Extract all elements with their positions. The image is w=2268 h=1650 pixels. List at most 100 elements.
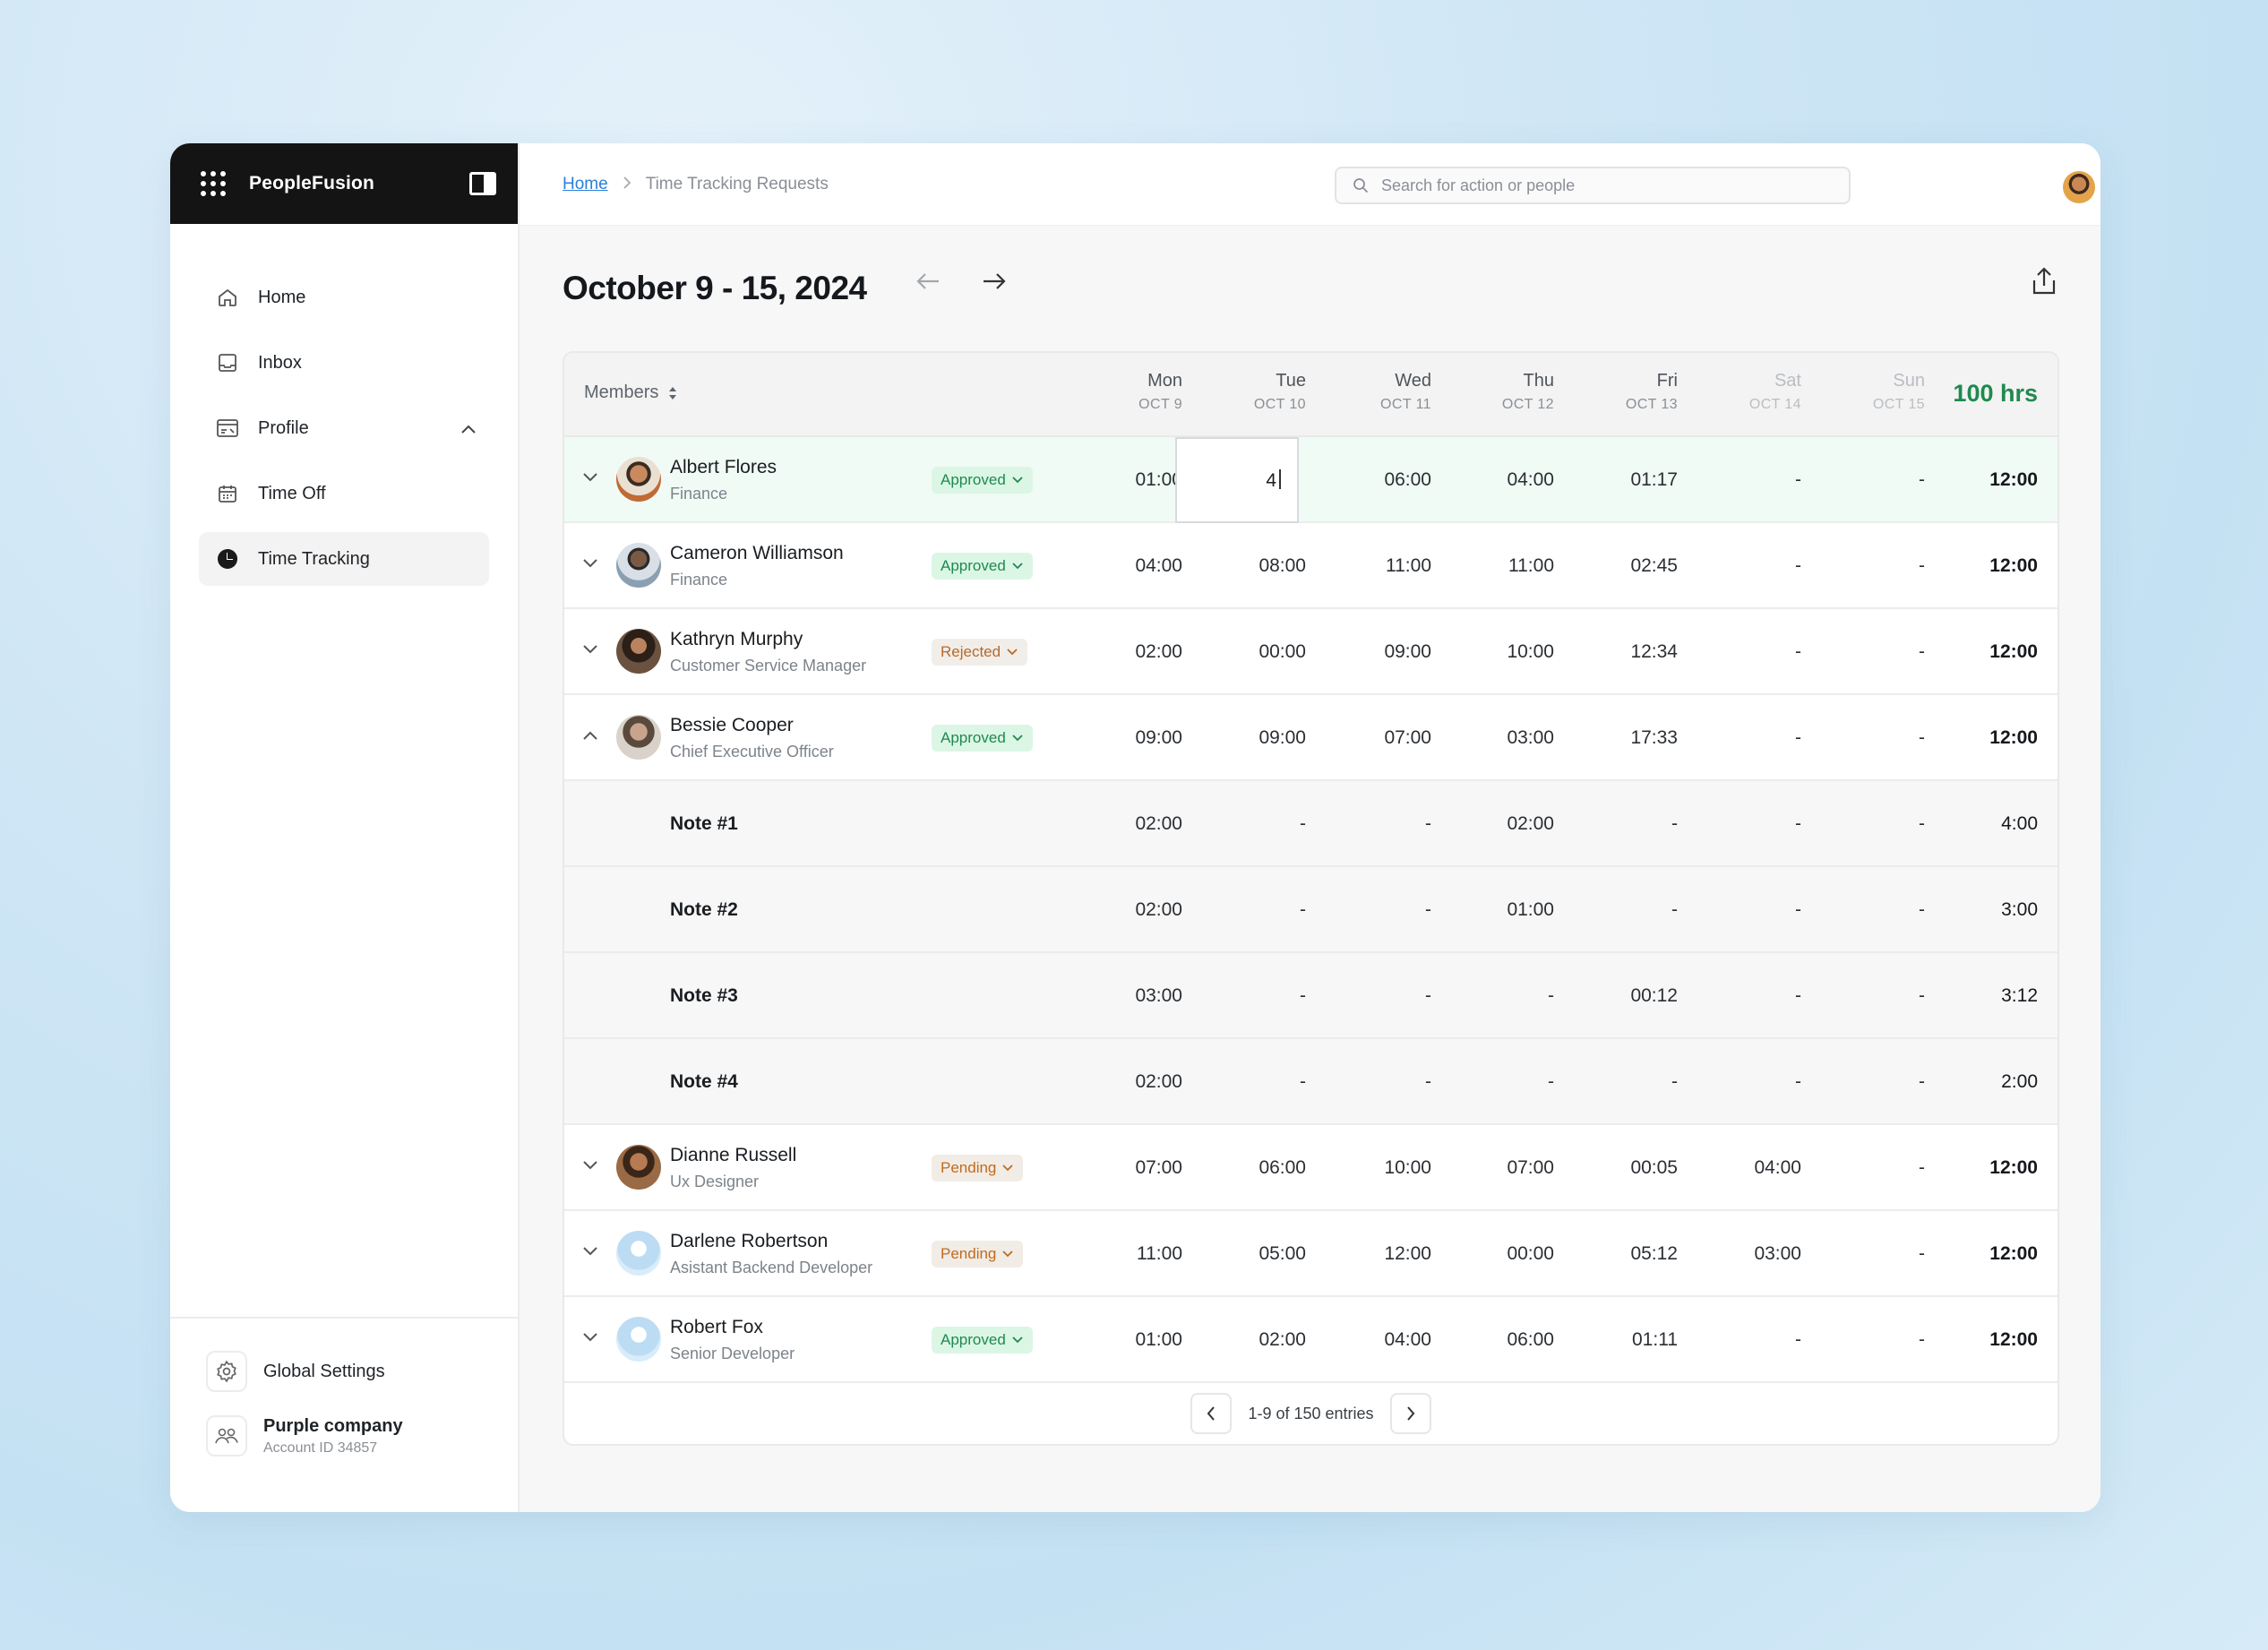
- next-page-button[interactable]: [1389, 1393, 1431, 1434]
- hours-cell[interactable]: -: [1300, 813, 1306, 834]
- hours-cell[interactable]: 03:00: [1135, 985, 1182, 1006]
- hours-cell[interactable]: 03:00: [1507, 727, 1554, 748]
- hours-cell[interactable]: 04:00: [1754, 1157, 1801, 1178]
- hours-cell[interactable]: 02:00: [1135, 899, 1182, 920]
- hours-cell[interactable]: -: [1919, 555, 1925, 576]
- hours-cell[interactable]: 04:00: [1384, 1329, 1431, 1350]
- hours-cell[interactable]: 00:12: [1630, 985, 1678, 1006]
- export-icon[interactable]: [2031, 267, 2058, 302]
- hours-cell[interactable]: -: [1795, 985, 1801, 1006]
- hours-edit-input[interactable]: 4: [1175, 437, 1299, 523]
- hours-cell[interactable]: 01:00: [1135, 469, 1182, 490]
- status-badge[interactable]: Approved: [932, 467, 1033, 494]
- hours-cell[interactable]: -: [1919, 1071, 1925, 1092]
- hours-cell[interactable]: 09:00: [1384, 641, 1431, 662]
- hours-cell[interactable]: -: [1795, 469, 1801, 490]
- hours-cell[interactable]: -: [1795, 641, 1801, 662]
- status-badge[interactable]: Approved: [932, 1327, 1033, 1354]
- hours-cell[interactable]: 17:33: [1630, 727, 1678, 748]
- hours-cell[interactable]: 09:00: [1135, 727, 1182, 748]
- sidebar-item-inbox[interactable]: Inbox: [199, 336, 489, 390]
- hours-cell[interactable]: 06:00: [1259, 1157, 1306, 1178]
- hours-cell[interactable]: -: [1919, 813, 1925, 834]
- hours-cell[interactable]: -: [1548, 1071, 1554, 1092]
- hours-cell[interactable]: 02:00: [1507, 813, 1554, 834]
- breadcrumb-home-link[interactable]: Home: [563, 174, 608, 193]
- status-badge[interactable]: Pending: [932, 1155, 1024, 1182]
- hours-cell[interactable]: 11:00: [1386, 555, 1431, 576]
- hours-cell[interactable]: -: [1919, 899, 1925, 920]
- user-avatar[interactable]: [2063, 171, 2095, 203]
- company-switcher[interactable]: Purple company Account ID 34857: [206, 1415, 482, 1457]
- hours-cell[interactable]: 10:00: [1507, 641, 1554, 662]
- hours-cell[interactable]: 02:00: [1135, 1071, 1182, 1092]
- hours-cell[interactable]: 03:00: [1754, 1243, 1801, 1264]
- hours-cell[interactable]: -: [1795, 555, 1801, 576]
- hours-cell[interactable]: 11:00: [1137, 1243, 1182, 1264]
- hours-cell[interactable]: 00:00: [1507, 1243, 1554, 1264]
- chevron-down-icon[interactable]: [582, 557, 598, 573]
- search-input[interactable]: Search for action or people: [1335, 167, 1851, 204]
- hours-cell[interactable]: -: [1300, 1071, 1306, 1092]
- hours-cell[interactable]: -: [1300, 899, 1306, 920]
- hours-cell[interactable]: 00:00: [1259, 641, 1306, 662]
- chevron-down-icon[interactable]: [582, 1245, 598, 1261]
- hours-cell[interactable]: -: [1300, 985, 1306, 1006]
- hours-cell[interactable]: -: [1919, 727, 1925, 748]
- hours-cell[interactable]: -: [1425, 813, 1431, 834]
- hours-cell[interactable]: -: [1425, 985, 1431, 1006]
- hours-cell[interactable]: -: [1795, 899, 1801, 920]
- hours-cell[interactable]: -: [1919, 469, 1925, 490]
- hours-cell[interactable]: 01:00: [1507, 899, 1554, 920]
- hours-cell[interactable]: -: [1795, 1329, 1801, 1350]
- hours-cell[interactable]: -: [1795, 1071, 1801, 1092]
- hours-cell[interactable]: -: [1425, 899, 1431, 920]
- previous-week-icon[interactable]: [915, 271, 942, 296]
- hours-cell[interactable]: 05:12: [1630, 1243, 1678, 1264]
- hours-cell[interactable]: -: [1919, 1157, 1925, 1178]
- members-sort-header[interactable]: Members: [584, 382, 678, 403]
- chevron-down-icon[interactable]: [582, 1159, 598, 1175]
- hours-cell[interactable]: 01:17: [1630, 469, 1678, 490]
- status-badge[interactable]: Rejected: [932, 639, 1028, 666]
- hours-cell[interactable]: 07:00: [1135, 1157, 1182, 1178]
- hours-cell[interactable]: -: [1795, 813, 1801, 834]
- chevron-up-icon[interactable]: [582, 729, 598, 745]
- hours-cell[interactable]: -: [1919, 1243, 1925, 1264]
- hours-cell[interactable]: -: [1548, 985, 1554, 1006]
- hours-cell[interactable]: -: [1671, 1071, 1678, 1092]
- previous-page-button[interactable]: [1190, 1393, 1233, 1434]
- hours-cell[interactable]: 01:00: [1135, 1329, 1182, 1350]
- hours-cell[interactable]: 08:00: [1259, 555, 1306, 576]
- hours-cell[interactable]: 07:00: [1384, 727, 1431, 748]
- hours-cell[interactable]: 12:00: [1384, 1243, 1431, 1264]
- sidebar-item-home[interactable]: Home: [199, 271, 489, 324]
- hours-cell[interactable]: 01:11: [1632, 1329, 1678, 1350]
- hours-cell[interactable]: 06:00: [1507, 1329, 1554, 1350]
- hours-cell[interactable]: 06:00: [1384, 469, 1431, 490]
- hours-cell[interactable]: 02:00: [1135, 641, 1182, 662]
- hours-cell[interactable]: -: [1425, 1071, 1431, 1092]
- toggle-sidebar-icon[interactable]: [469, 172, 496, 195]
- hours-cell[interactable]: -: [1919, 641, 1925, 662]
- sidebar-item-profile[interactable]: Profile: [199, 401, 489, 455]
- status-badge[interactable]: Approved: [932, 553, 1033, 580]
- hours-cell[interactable]: 02:45: [1630, 555, 1678, 576]
- hours-cell[interactable]: 02:00: [1259, 1329, 1306, 1350]
- hours-cell[interactable]: 02:00: [1135, 813, 1182, 834]
- hours-cell[interactable]: 11:00: [1508, 555, 1554, 576]
- chevron-down-icon[interactable]: [582, 1331, 598, 1347]
- chevron-up-icon[interactable]: [460, 419, 477, 440]
- hours-cell[interactable]: -: [1795, 727, 1801, 748]
- chevron-down-icon[interactable]: [582, 643, 598, 659]
- status-badge[interactable]: Pending: [932, 1241, 1024, 1268]
- sidebar-item-time-off[interactable]: Time Off: [199, 467, 489, 520]
- hours-cell[interactable]: 00:05: [1630, 1157, 1678, 1178]
- hours-cell[interactable]: -: [1919, 1329, 1925, 1350]
- hours-cell[interactable]: 12:34: [1630, 641, 1678, 662]
- global-settings-item[interactable]: Global Settings: [206, 1351, 482, 1392]
- hours-cell[interactable]: 09:00: [1259, 727, 1306, 748]
- next-week-icon[interactable]: [980, 271, 1007, 296]
- status-badge[interactable]: Approved: [932, 725, 1033, 752]
- sidebar-item-time-tracking[interactable]: Time Tracking: [199, 532, 489, 586]
